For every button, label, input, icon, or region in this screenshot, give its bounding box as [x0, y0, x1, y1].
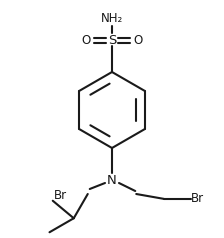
Text: Br: Br	[191, 192, 204, 205]
Text: NH₂: NH₂	[101, 11, 123, 25]
Text: S: S	[108, 34, 116, 46]
Text: Br: Br	[54, 189, 67, 202]
Text: O: O	[81, 34, 91, 46]
Text: N: N	[107, 174, 117, 187]
Text: O: O	[133, 34, 143, 46]
